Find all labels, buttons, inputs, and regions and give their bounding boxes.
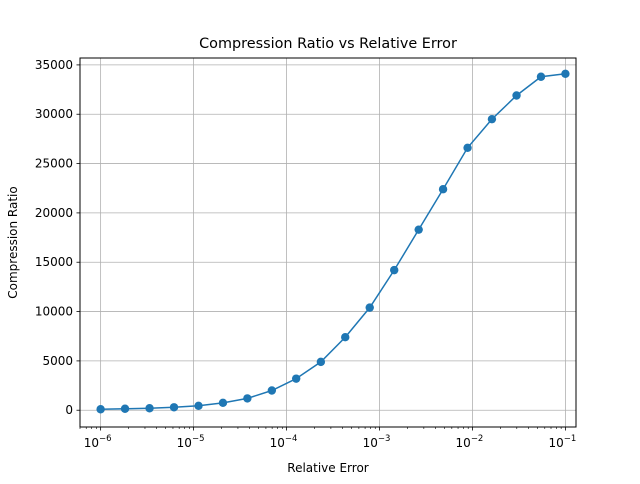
data-point: [512, 91, 521, 100]
x-tick-exponent: −4: [285, 434, 298, 444]
data-point: [194, 401, 203, 410]
x-tick-exponent: −6: [99, 434, 112, 444]
data-point: [561, 69, 570, 78]
y-tick-label: 20000: [35, 206, 73, 220]
series-layer: [96, 69, 570, 414]
y-tick-label: 5000: [42, 354, 73, 368]
data-point: [438, 185, 448, 194]
data-point: [218, 398, 228, 408]
y-tick-label: 0: [65, 403, 73, 417]
data-point: [267, 386, 277, 395]
data-point: [291, 374, 301, 383]
data-point: [536, 72, 546, 81]
data-point: [341, 333, 350, 342]
data-point: [365, 303, 374, 312]
y-axis-label: Compression Ratio: [6, 186, 20, 299]
grid-lines: [80, 58, 576, 427]
data-point: [390, 265, 399, 275]
y-tick-label: 10000: [35, 305, 73, 319]
data-point: [487, 114, 497, 124]
data-point: [463, 143, 472, 152]
data-point: [243, 394, 252, 403]
chart-title: Compression Ratio vs Relative Error: [199, 36, 457, 52]
data-point: [120, 404, 130, 413]
y-tick-label: 30000: [35, 107, 73, 121]
x-tick-exponent: −5: [192, 434, 205, 444]
data-point: [169, 403, 179, 412]
data-point: [96, 405, 105, 414]
x-tick-exponent: −2: [471, 434, 484, 444]
y-tick-label: 15000: [35, 255, 73, 269]
data-point: [414, 225, 423, 234]
y-tick-label: 35000: [35, 58, 73, 72]
y-tick-label: 25000: [35, 157, 73, 171]
data-point: [316, 357, 326, 367]
x-tick-exponent: −1: [564, 434, 577, 444]
data-point: [145, 404, 154, 413]
x-tick-exponent: −3: [378, 434, 391, 444]
x-axis-label: Relative Error: [287, 461, 369, 475]
plot-frame: [79, 57, 577, 428]
